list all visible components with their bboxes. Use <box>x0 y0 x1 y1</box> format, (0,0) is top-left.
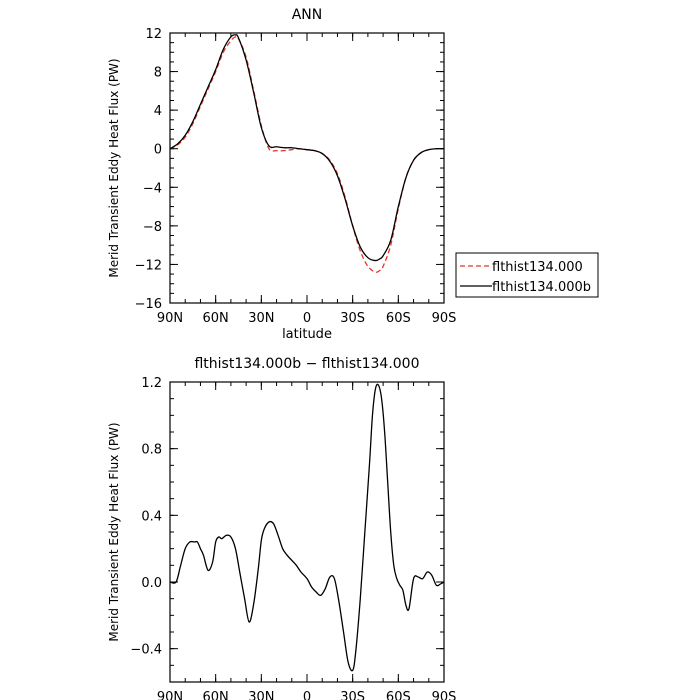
y-tick-label: 0.8 <box>141 443 162 458</box>
bottom-chart-panel: flthist134.000b − flthist134.000 90N 60N 30… <box>107 356 456 700</box>
y-tick-label: 0.0 <box>141 576 162 591</box>
y-tick-label: 12 <box>145 27 162 42</box>
series-line-flthist134-000b <box>169 34 445 262</box>
y-axis-label: Merid Transient Eddy Heat Flux (PW) <box>107 422 121 641</box>
y-tick-label: 1.2 <box>141 376 162 391</box>
x-axis-label: latitude <box>282 327 332 342</box>
x-tick-label: 0 <box>303 311 311 326</box>
plot-frame <box>169 32 445 304</box>
plot-frame <box>169 381 445 683</box>
legend-entry: flthist134.000b <box>492 280 591 295</box>
y-tick-label: −8 <box>143 220 162 235</box>
legend-entry: flthist134.000 <box>492 260 583 275</box>
x-tick-label: 30N <box>248 690 274 700</box>
series-line-flthist134-000 <box>169 35 445 273</box>
x-tick-label: 30S <box>340 690 365 700</box>
y-axis-label: Merid Transient Eddy Heat Flux (PW) <box>107 58 121 277</box>
y-tick-label: 0.4 <box>141 509 162 524</box>
chart-title: ANN <box>292 7 323 23</box>
y-tick-label: −0.4 <box>130 643 162 658</box>
x-tick-label: 90S <box>432 690 457 700</box>
y-tick-label: 0 <box>154 143 162 158</box>
x-tick-label: 30N <box>248 311 274 326</box>
x-tick-label: 60S <box>386 311 411 326</box>
x-tick-label: 90S <box>432 311 457 326</box>
y-tick-label: −4 <box>143 181 162 196</box>
x-tick-label: 30S <box>340 311 365 326</box>
y-tick-label: −16 <box>135 297 162 312</box>
y-tick-label: 8 <box>154 66 162 81</box>
x-tick-label: 90N <box>157 311 183 326</box>
y-tick-label: −12 <box>135 258 162 273</box>
x-tick-label: 60N <box>203 311 229 326</box>
legend-box <box>455 252 599 298</box>
x-tick-label: 90N <box>157 690 183 700</box>
x-tick-label: 60S <box>386 690 411 700</box>
top-chart-panel: ANN 90N 60N 30N 0 30S 60S 90S 12 8 4 0 −4 −8 −12 −16 lat… <box>107 7 599 342</box>
x-tick-label: 60N <box>203 690 229 700</box>
y-tick-label: 4 <box>154 104 162 119</box>
x-tick-label: 0 <box>303 690 311 700</box>
chart-title: flthist134.000b − flthist134.000 <box>194 356 419 372</box>
series-line-0 <box>169 383 445 672</box>
